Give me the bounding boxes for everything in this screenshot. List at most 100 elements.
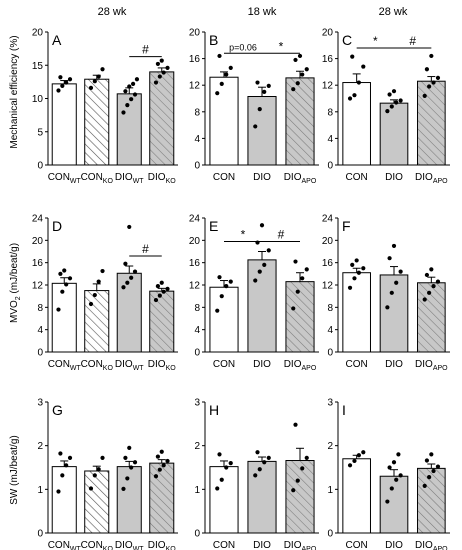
sig-mark-c-0: * [373,34,378,48]
bar-d-0 [51,282,77,353]
data-point-a-2-3 [132,92,138,97]
data-point-g-1-3 [100,455,105,460]
y-tick-label-f-2: 8 [327,303,333,314]
category-main-c-0: CON [346,172,368,183]
data-point-f-0-2 [356,270,361,275]
y-tick-label-i-1: 1 [327,485,333,496]
panel-letter-h: H [209,402,219,418]
data-point-e-2-1 [295,289,300,294]
y-axis-label-mvo2: MVO2 (mJ/beat/g) [9,243,22,323]
y-tick-label-e-2: 8 [194,303,200,314]
y-tick-label-e-3: 12 [189,281,201,292]
y-tick-label-c-0: 0 [327,161,333,172]
data-point-g-2-1 [125,476,130,481]
data-point-g-1-0 [88,486,94,491]
panel-letter-e: E [209,218,218,234]
category-label-e-0: CON [213,359,235,370]
data-point-a-3-4 [155,61,161,67]
category-label-e-2: DIOAPO [284,359,317,372]
data-point-c-0-1 [352,93,357,98]
y-tick-label-e-4: 16 [189,258,201,269]
bar-h-2 [285,460,315,534]
sig-mark-b-1: * [279,39,284,53]
data-point-c-2-1 [427,84,432,89]
data-point-h-2-3 [304,455,309,460]
data-point-e-0-4 [217,275,222,280]
bar-g-2 [116,466,142,534]
y-tick-label-g-2: 2 [37,441,43,452]
data-point-i-2-0 [422,483,427,488]
data-point-f-0-5 [354,258,359,263]
y-tick-label-a-2: 10 [32,94,44,105]
data-point-d-2-1 [125,280,130,285]
y-tick-label-i-2: 2 [327,441,333,452]
data-point-i-2-2 [431,468,436,474]
data-point-c-1-2 [394,100,399,105]
data-point-b-2-1 [295,81,300,86]
data-point-g-2-4 [123,455,128,460]
category-main-e-2: DIO [284,359,302,370]
data-point-c-0-4 [350,54,355,59]
data-point-a-0-2 [64,80,69,85]
y-tick-label-c-1: 4 [327,134,333,145]
category-sub-d-2: WT [133,365,145,372]
panel-letter-c: C [342,32,352,48]
data-point-i-1-4 [387,465,392,470]
data-point-d-1-1 [92,292,97,298]
bar-i-1 [379,475,409,534]
category-main-a-3: DIO [148,172,166,183]
category-main-f-0: CON [346,359,368,370]
y-tick-label-c-4: 16 [322,54,334,65]
data-point-g-2-3 [132,460,138,465]
data-point-b-2-5 [297,53,303,59]
category-label-a-0: CONWT [48,172,82,185]
data-point-i-1-0 [385,499,390,504]
data-point-g-0-2 [64,463,69,468]
data-point-a-1-1 [92,79,97,84]
data-point-h-1-2 [262,460,267,465]
data-point-f-2-4 [424,272,430,278]
data-point-g-3-4 [155,454,161,459]
bar-h-1 [247,460,277,534]
bar-a-1 [84,78,110,166]
category-label-b-1: DIO [253,172,271,183]
category-sub-a-0: WT [70,178,82,185]
category-main-e-0: CON [213,359,235,370]
bar-f-0 [342,272,371,353]
category-main-g-0: CON [48,540,70,550]
data-point-i-0-2 [356,453,361,458]
data-point-i-1-2 [394,477,399,482]
bar-c-2 [417,80,446,166]
data-point-g-0-1 [60,473,65,478]
data-point-f-1-3 [398,269,403,274]
sig-mark-e-1: # [278,227,285,241]
data-point-a-3-2 [161,70,166,75]
data-point-i-2-4 [424,458,430,463]
category-main-a-2: DIO [115,172,133,183]
data-point-e-2-4 [293,259,298,264]
category-main-b-1: DIO [253,172,271,183]
category-label-g-2: DIOWT [115,540,144,550]
category-main-i-1: DIO [385,540,403,550]
data-point-d-3-2 [161,289,166,294]
data-point-h-2-0 [291,488,296,493]
category-label-b-2: DIOAPO [284,172,317,185]
category-main-d-1: CON [81,359,103,370]
data-point-h-1-0 [253,473,258,478]
category-label-i-0: CON [346,540,368,550]
category-label-d-3: DIOKO [148,359,176,372]
y-tick-label-f-6: 24 [322,214,334,225]
y-tick-label-b-3: 12 [189,81,201,92]
category-main-g-3: DIO [148,540,166,550]
category-label-f-1: DIO [385,359,403,370]
category-main-i-0: CON [346,540,368,550]
data-point-b-0-4 [217,53,222,59]
y-tick-label-f-0: 0 [327,348,333,359]
category-sub-d-3: KO [166,365,177,372]
data-point-g-0-3 [67,455,73,460]
data-point-a-1-2 [96,74,101,79]
bar-g-0 [51,466,77,534]
data-point-b-1-1 [257,107,262,112]
